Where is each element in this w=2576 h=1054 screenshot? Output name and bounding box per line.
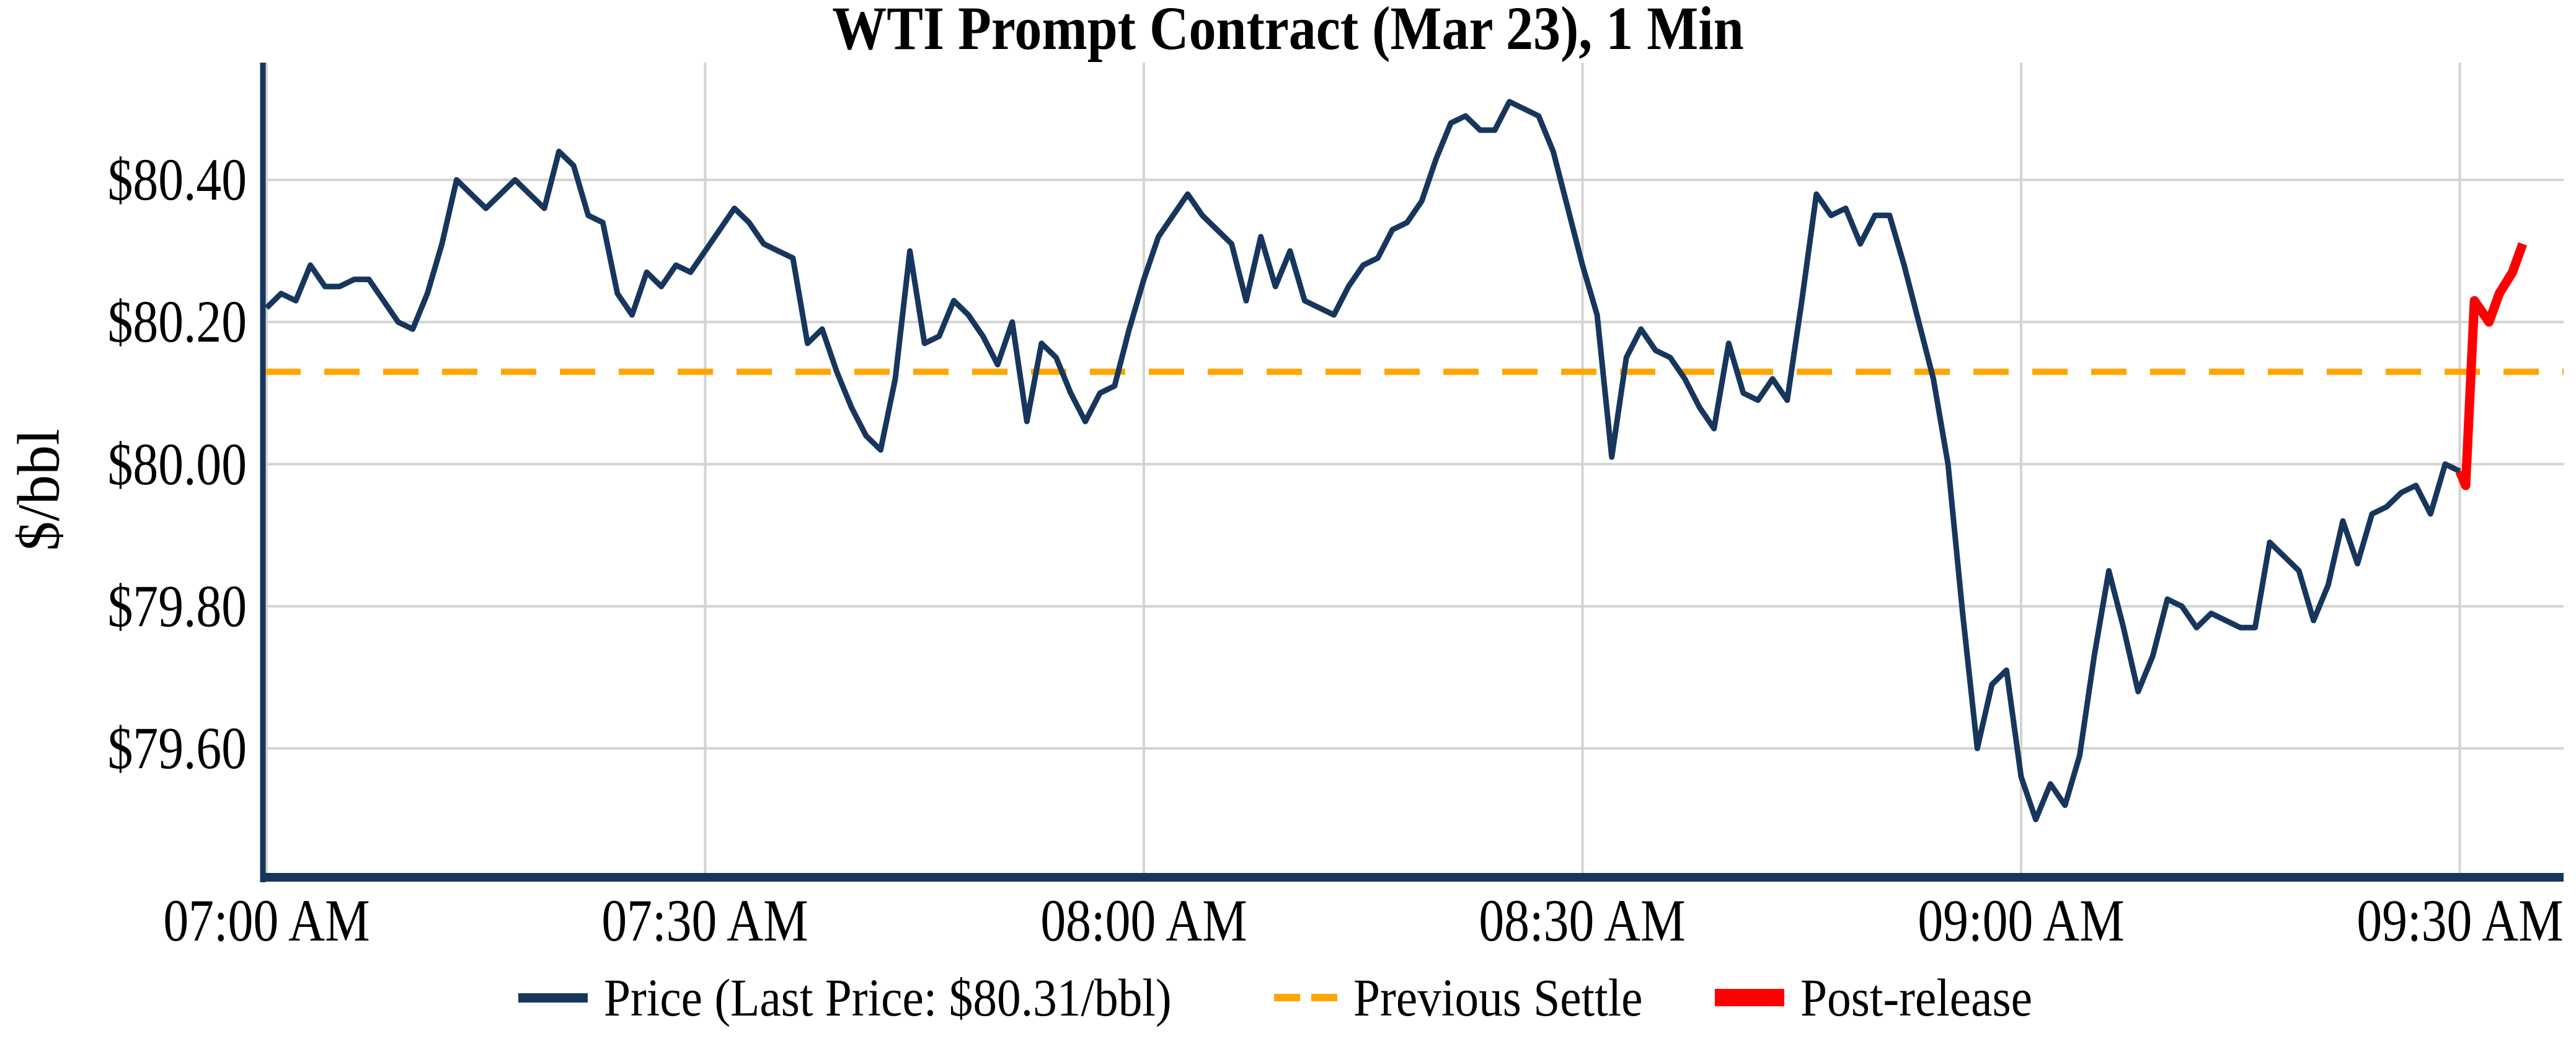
chart-title: WTI Prompt Contract (Mar 23), 1 Min: [832, 0, 1744, 63]
axis-spines: [260, 63, 2564, 882]
legend-item-post-release: Post-release: [1714, 968, 2058, 1027]
previous-settle-swatch: [1274, 994, 1338, 1001]
legend-label-previous-settle: Previous Settle: [1353, 968, 1643, 1027]
x-tick-label: 09:30 AM: [2356, 887, 2564, 954]
legend: Price (Last Price: $80.31/bbl) Previous …: [0, 971, 2576, 1024]
legend-label-post-release: Post-release: [1800, 968, 2032, 1027]
y-tick-label: $80.40: [107, 146, 247, 213]
legend-item-price: Price (Last Price: $80.31/bbl): [518, 971, 1234, 1024]
x-tick-label: 07:00 AM: [163, 887, 370, 954]
y-tick-label: $79.80: [107, 572, 247, 639]
price-line-swatch: [518, 993, 588, 1003]
y-tick-label: $79.60: [107, 715, 247, 782]
legend-label-price: Price (Last Price: $80.31/bbl): [603, 968, 1172, 1027]
x-tick-label: 09:00 AM: [1918, 887, 2125, 954]
price-series-lines: [264, 99, 2528, 823]
gridlines: [263, 63, 2564, 874]
legend-item-previous-settle: Previous Settle: [1274, 971, 1675, 1024]
y-tick-label: $80.00: [107, 430, 247, 497]
x-tick-label: 07:30 AM: [601, 887, 809, 954]
x-tick-label: 08:30 AM: [1479, 887, 1686, 954]
y-tick-label: $80.20: [107, 288, 247, 355]
x-tick-label: 08:00 AM: [1040, 887, 1247, 954]
post-release-swatch: [1714, 989, 1784, 1006]
